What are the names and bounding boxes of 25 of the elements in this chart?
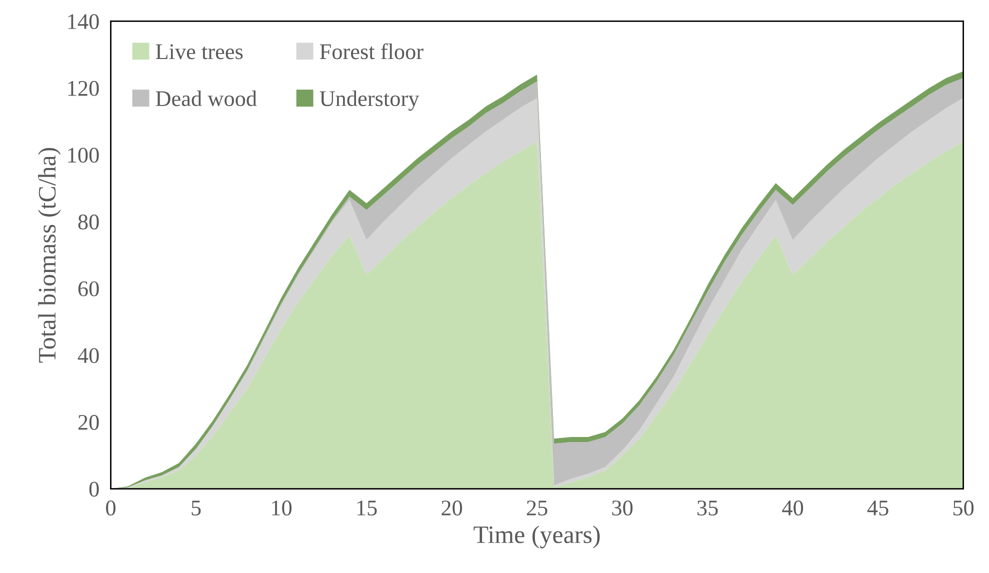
y-tick-label: 20 [78,414,99,430]
x-axis-title: Time (years) [474,526,600,548]
y-tick-label: 80 [78,214,99,230]
legend-label: Dead wood [156,90,257,106]
x-tick-label: 10 [272,500,292,516]
x-tick-label: 40 [782,500,804,516]
x-tick-label: 0 [106,500,116,516]
legend-label: Forest floor [320,43,424,60]
x-tick-label: 50 [953,500,974,516]
x-tick-label: 35 [697,500,718,516]
y-tick-label: 100 [68,148,99,163]
x-tick-label: 20 [442,500,462,516]
y-tick-label: 40 [78,348,99,364]
y-tick-label: 140 [68,14,99,30]
y-tick-label: 60 [78,281,99,296]
x-tick-label: 5 [192,500,201,516]
x-tick-label: 30 [612,500,633,516]
x-tick-label: 45 [867,500,888,516]
x-tick-label: 25 [526,500,548,516]
legend-label: Live trees [156,44,243,60]
legend-label: Understory [320,90,420,111]
y-tick-label: 120 [68,80,99,96]
y-axis-title: Total biomass (tC/ha) [38,148,61,363]
y-tick-label: 0 [89,482,99,497]
x-tick-label: 15 [357,500,377,516]
